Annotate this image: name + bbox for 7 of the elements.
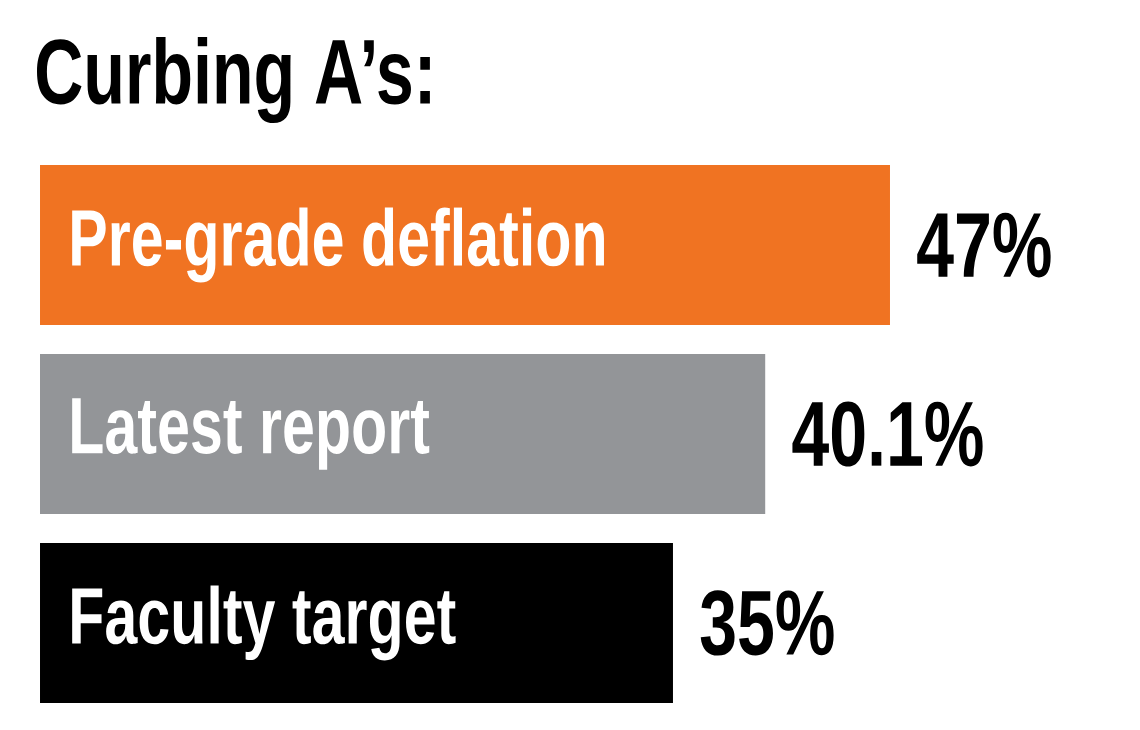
y-tick-label: Faculty target [72, 585, 456, 661]
y-tick-label: Pre-grade deflation [72, 207, 604, 283]
y-tick-label: Latest report [72, 398, 430, 470]
data-label: 35% [700, 590, 834, 656]
data-label: 40.1% [792, 401, 983, 467]
data-label: 47% [917, 212, 1051, 278]
chart-title: Curbing A’s: [37, 36, 430, 124]
